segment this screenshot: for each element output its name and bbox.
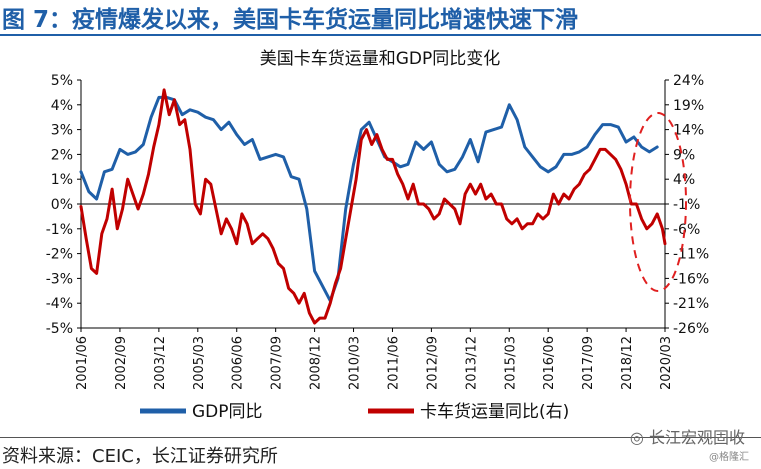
- x-tick-label: 2007/09: [270, 336, 285, 390]
- watermark-sub: @格隆汇: [709, 452, 749, 463]
- chart-title: 美国卡车货运量和GDP同比变化: [260, 49, 501, 69]
- y-left-tick-label: -1%: [46, 222, 73, 238]
- x-tick-label: 2013/12: [464, 336, 479, 390]
- y-right-tick-label: -26%: [673, 321, 709, 337]
- x-tick-label: 2008/12: [309, 336, 324, 390]
- x-tick-label: 2003/12: [153, 336, 168, 390]
- x-tick-label: 2017/09: [581, 336, 596, 390]
- y-right-tick-label: 14%: [673, 123, 704, 139]
- x-tick-label: 2011/06: [386, 336, 401, 390]
- x-tick-label: 2015/03: [503, 336, 518, 390]
- y-left-tick-label: -5%: [46, 321, 73, 337]
- highlight-ellipse: [629, 112, 687, 292]
- wechat-icon: ◎: [629, 428, 644, 447]
- y-left-tick-label: -2%: [46, 247, 73, 263]
- y-right-tick-label: 24%: [673, 73, 704, 89]
- x-tick-label: 2006/06: [231, 336, 246, 390]
- y-right-tick-label: 4%: [673, 172, 695, 188]
- axes: 5% 4% 3% 2% 1% 0% -1% -2% -3% -4% -5% 24% 19% 14% 9% 4%…: [46, 73, 709, 390]
- y-right-tick-label: -16%: [673, 271, 709, 287]
- x-tick-label: 2016/06: [542, 336, 557, 390]
- x-tick-label: 2012/09: [425, 336, 440, 390]
- x-tick-label: 2001/06: [75, 336, 90, 390]
- series-line-gdp: [79, 95, 659, 303]
- y-left-tick-label: 1%: [51, 172, 73, 188]
- y-right-tick-label: 9%: [673, 147, 695, 163]
- x-tick-label: 2018/12: [620, 336, 635, 390]
- x-tick-label: 2005/03: [192, 336, 207, 390]
- series-line-truck: [79, 88, 667, 325]
- y-left-tick-label: 3%: [51, 123, 73, 139]
- y-left-tick-label: 4%: [51, 98, 73, 114]
- watermark: ◎ 长江宏观固收: [630, 424, 745, 448]
- y-left-tick-label: 0%: [51, 197, 73, 213]
- y-right-tick-label: -21%: [673, 296, 709, 312]
- footer-divider: [0, 437, 761, 438]
- y-right-tick-label: -6%: [673, 222, 700, 238]
- source-note: 资料来源：CEIC，长江证券研究所: [2, 446, 278, 467]
- series-group: [79, 88, 687, 325]
- y-left-tick-label: 2%: [51, 147, 73, 163]
- header-divider: [0, 34, 761, 36]
- legend-label-gdp: GDP同比: [192, 402, 263, 422]
- legend: GDP同比 卡车货运量同比(右): [140, 402, 569, 422]
- legend-label-truck: 卡车货运量同比(右): [420, 402, 569, 422]
- x-tick-label: 2020/03: [659, 336, 674, 390]
- figure-title: 图 7：疫情爆发以来，美国卡车货运量同比增速快速下滑: [2, 7, 579, 33]
- y-left-tick-label: -3%: [46, 271, 73, 287]
- x-tick-label: 2002/09: [114, 336, 129, 390]
- watermark-text: 长江宏观固收: [648, 428, 745, 447]
- y-left-tick-label: -4%: [46, 296, 73, 312]
- x-tick-label: 2010/03: [348, 336, 363, 390]
- y-right-tick-label: 19%: [673, 98, 704, 114]
- y-left-tick-label: 5%: [51, 73, 73, 89]
